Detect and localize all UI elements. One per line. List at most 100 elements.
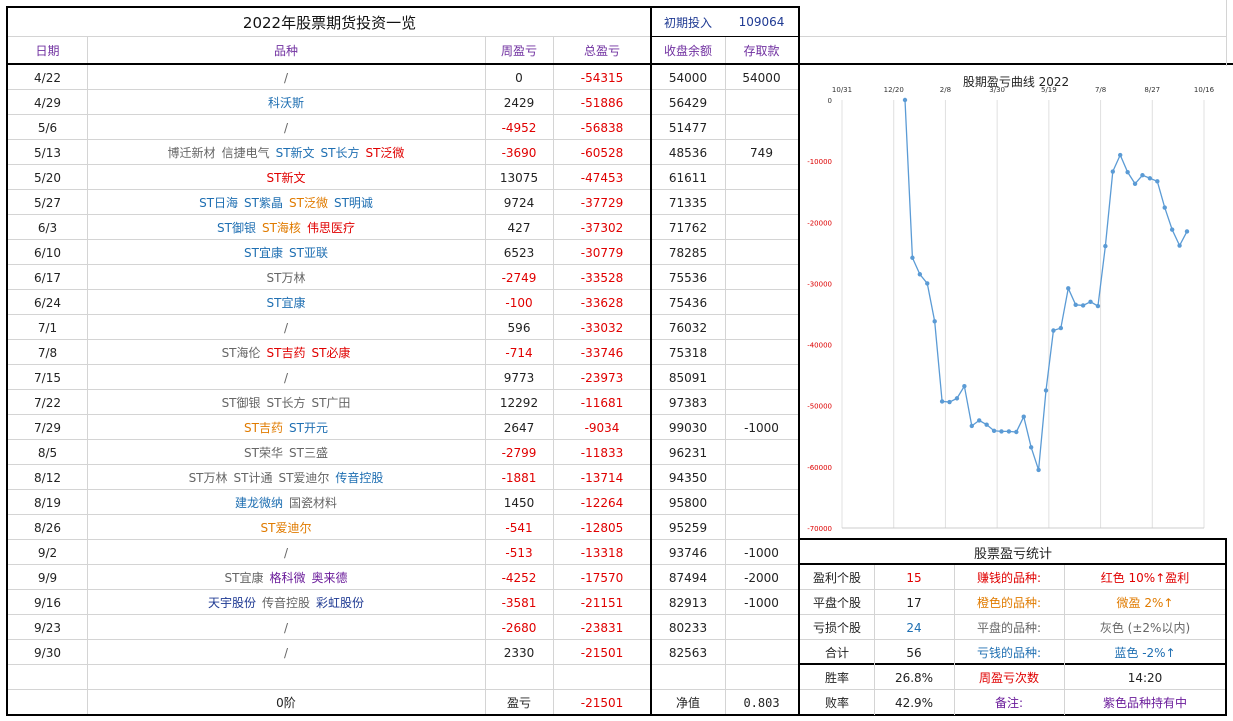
data-point[interactable] bbox=[1103, 243, 1108, 249]
row-week-pnl[interactable]: -1881 bbox=[501, 470, 537, 485]
row-date[interactable]: 8/26 bbox=[34, 520, 61, 535]
row-items[interactable]: ST万林 ST计通 ST爱迪尔 传音控股 bbox=[87, 465, 485, 490]
row-total-pnl[interactable]: -21501 bbox=[580, 645, 624, 660]
row-date[interactable]: 6/10 bbox=[34, 245, 61, 260]
data-point[interactable] bbox=[977, 418, 982, 423]
row-deposit[interactable] bbox=[725, 390, 798, 415]
row-date[interactable]: 5/20 bbox=[34, 170, 61, 185]
row-date[interactable]: 8/12 bbox=[34, 470, 61, 485]
row-deposit[interactable] bbox=[725, 615, 798, 640]
row-balance[interactable]: 80233 bbox=[668, 620, 708, 635]
row-total-pnl[interactable]: -13714 bbox=[580, 470, 624, 485]
stats-value[interactable]: 26.8% bbox=[894, 670, 934, 685]
data-point[interactable] bbox=[1132, 181, 1138, 186]
row-total-pnl[interactable]: -33628 bbox=[580, 295, 624, 310]
row-balance[interactable]: 87494 bbox=[668, 570, 708, 585]
row-balance[interactable]: 82563 bbox=[668, 645, 708, 660]
row-total-pnl[interactable]: -21151 bbox=[580, 595, 624, 610]
row-week-pnl[interactable]: -4952 bbox=[501, 120, 537, 135]
row-deposit[interactable] bbox=[725, 215, 798, 240]
row-deposit[interactable] bbox=[725, 165, 798, 190]
row-items[interactable]: / bbox=[87, 315, 485, 340]
row-week-pnl[interactable]: 596 bbox=[507, 320, 531, 335]
sheet-title[interactable]: 2022年股票期货投资一览 bbox=[242, 13, 417, 32]
stats-label[interactable]: 盈利个股 bbox=[812, 571, 861, 585]
data-point[interactable] bbox=[1110, 169, 1115, 174]
stats-label[interactable]: 胜率 bbox=[824, 671, 849, 685]
data-point[interactable] bbox=[991, 428, 997, 433]
data-point[interactable] bbox=[939, 399, 945, 404]
stats-value[interactable]: 56 bbox=[906, 645, 922, 660]
row-week-pnl[interactable]: -3581 bbox=[501, 595, 537, 610]
stats-label[interactable]: 败率 bbox=[824, 696, 849, 710]
row-week-pnl[interactable]: -3690 bbox=[501, 145, 537, 160]
row-items[interactable]: 天宇股份 传音控股 彩虹股份 bbox=[87, 590, 485, 615]
row-date[interactable]: 5/27 bbox=[34, 195, 61, 210]
data-point[interactable] bbox=[947, 399, 952, 405]
row-balance[interactable]: 96231 bbox=[668, 445, 708, 460]
col-header-item[interactable]: 品种 bbox=[273, 44, 298, 58]
row-items[interactable]: ST万林 bbox=[87, 265, 485, 290]
row-balance[interactable]: 51477 bbox=[668, 120, 708, 135]
row-total-pnl[interactable]: -51886 bbox=[580, 95, 624, 110]
row-balance[interactable]: 75318 bbox=[668, 345, 708, 360]
data-point[interactable] bbox=[1140, 173, 1145, 178]
row-items[interactable]: ST爱迪尔 bbox=[87, 515, 485, 540]
row-week-pnl[interactable]: -4252 bbox=[501, 570, 537, 585]
row-balance[interactable]: 71335 bbox=[668, 195, 708, 210]
row-balance[interactable]: 61611 bbox=[668, 170, 708, 185]
data-point[interactable] bbox=[1177, 243, 1182, 248]
row-items[interactable]: / bbox=[87, 115, 485, 140]
initial-investment-value[interactable]: 109064 bbox=[738, 15, 785, 29]
row-items[interactable]: ST御银 ST长方 ST广田 bbox=[87, 390, 485, 415]
stats-label[interactable]: 平盘个股 bbox=[812, 596, 861, 610]
footer-stage[interactable]: 0阶 bbox=[276, 696, 296, 710]
data-point[interactable] bbox=[954, 396, 960, 401]
row-date[interactable]: 9/30 bbox=[34, 645, 61, 660]
row-total-pnl[interactable]: -56838 bbox=[580, 120, 624, 135]
data-point[interactable] bbox=[1028, 445, 1034, 450]
row-items[interactable]: ST御银 ST海核 伟思医疗 bbox=[87, 215, 485, 240]
row-deposit[interactable] bbox=[725, 640, 798, 665]
row-items[interactable]: ST日海 ST紫晶 ST泛微 ST明诚 bbox=[87, 190, 485, 215]
row-deposit[interactable] bbox=[725, 340, 798, 365]
row-date[interactable]: 5/13 bbox=[34, 145, 61, 160]
row-date[interactable]: 6/24 bbox=[34, 295, 61, 310]
row-date[interactable]: 7/1 bbox=[37, 320, 58, 335]
stats-value[interactable]: 42.9% bbox=[894, 695, 934, 710]
row-week-pnl[interactable]: 427 bbox=[507, 220, 531, 235]
stats-desc[interactable]: 周盈亏次数 bbox=[978, 671, 1039, 685]
stats-desc[interactable]: 平盘的品种: bbox=[976, 621, 1042, 635]
data-point[interactable] bbox=[962, 383, 967, 389]
row-date[interactable]: 6/17 bbox=[34, 270, 61, 285]
row-total-pnl[interactable]: -30779 bbox=[580, 245, 624, 260]
data-point[interactable] bbox=[1058, 325, 1064, 331]
row-deposit[interactable] bbox=[725, 465, 798, 490]
row-date[interactable]: 5/6 bbox=[37, 120, 58, 135]
col-header-deposit[interactable]: 存取款 bbox=[743, 44, 780, 58]
row-items[interactable]: 科沃斯 bbox=[87, 90, 485, 115]
row-deposit[interactable] bbox=[725, 115, 798, 140]
data-point[interactable] bbox=[925, 281, 930, 286]
row-date[interactable]: 7/15 bbox=[34, 370, 61, 385]
initial-investment-label[interactable]: 初期投入 bbox=[663, 15, 712, 30]
data-point[interactable] bbox=[999, 429, 1004, 434]
row-week-pnl[interactable]: 0 bbox=[515, 70, 523, 85]
stats-value[interactable]: 15 bbox=[906, 570, 922, 585]
stats-note[interactable]: 蓝色 -2%↑ bbox=[1114, 646, 1176, 660]
row-total-pnl[interactable]: -9034 bbox=[584, 420, 620, 435]
row-balance[interactable]: 94350 bbox=[668, 470, 708, 485]
row-total-pnl[interactable]: -23973 bbox=[580, 370, 624, 385]
row-deposit[interactable] bbox=[725, 240, 798, 265]
row-items[interactable]: / bbox=[87, 65, 485, 90]
row-deposit[interactable]: -1000 bbox=[744, 545, 779, 560]
row-week-pnl[interactable]: 9724 bbox=[503, 195, 535, 210]
col-header-balance[interactable]: 收盘余额 bbox=[663, 44, 712, 58]
data-point[interactable] bbox=[1184, 229, 1190, 234]
row-deposit[interactable] bbox=[725, 290, 798, 315]
footer-net-value[interactable]: 0.803 bbox=[743, 695, 780, 710]
row-date[interactable]: 9/16 bbox=[34, 595, 61, 610]
row-total-pnl[interactable]: -60528 bbox=[580, 145, 624, 160]
row-week-pnl[interactable]: 1450 bbox=[503, 495, 535, 510]
data-point[interactable] bbox=[984, 422, 989, 427]
